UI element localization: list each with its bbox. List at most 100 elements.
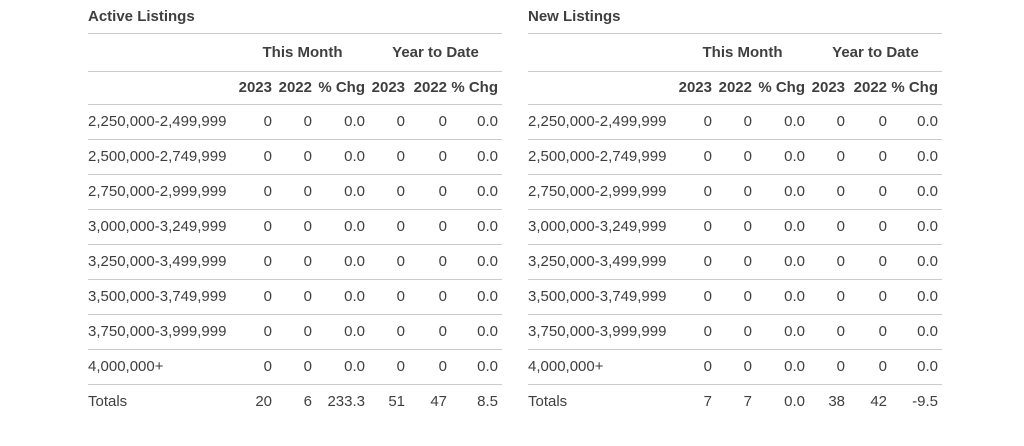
cell-value: 0 — [849, 139, 892, 175]
cell-value: 0 — [809, 244, 850, 280]
table-row: 3,250,000-3,499,999 0 0 0.0 0 0 0.0 — [88, 244, 503, 280]
cell-value: 0 — [276, 104, 316, 140]
cell-value: 0.0 — [316, 104, 370, 140]
cell-value: 0 — [809, 104, 850, 140]
cell-value: 0 — [409, 174, 452, 210]
totals-value: 38 — [828, 393, 846, 411]
cell-value: 0.0 — [451, 244, 503, 280]
cell-value: 0 — [236, 209, 276, 245]
column-header-row: 2023 2022% Chg 2023 2022% Chg — [88, 71, 503, 105]
group-header-this-month: This Month — [236, 34, 370, 72]
column-header-2023: 2023 — [236, 71, 276, 105]
cell-value: 0 — [276, 139, 316, 175]
totals-value: 20 — [255, 393, 272, 411]
table-row: 2,750,000-2,999,999 0 0 0.0 0 0 0.0 — [528, 174, 943, 210]
cell-value: 0 — [409, 279, 452, 315]
cell-value: 0.0 — [756, 314, 810, 350]
cell-value: 0 — [409, 139, 452, 175]
price-range-label: 2,500,000-2,749,999 — [88, 139, 236, 175]
column-header-2022: 2022 — [716, 71, 756, 105]
cell-value: 0 — [676, 279, 716, 315]
cell-value: 0.0 — [316, 279, 370, 315]
cell-value: 0.0 — [891, 349, 943, 385]
cell-value: 0.0 — [756, 244, 810, 280]
table-row: 4,000,000+ 0 0 0.0 0 0 0.0 — [528, 349, 943, 385]
price-range-label: 3,250,000-3,499,999 — [528, 244, 676, 280]
totals-row: Totals 7 7 0.0 38 42 -9.5 — [528, 384, 942, 419]
cell-value: 0.0 — [891, 209, 943, 245]
totals-label: Totals — [528, 393, 568, 411]
table-row: 2,500,000-2,749,999 0 0 0.0 0 0 0.0 — [528, 139, 943, 175]
cell-value: 0.0 — [756, 139, 810, 175]
cell-value: 0.0 — [316, 209, 370, 245]
cell-value: 0.0 — [891, 139, 943, 175]
cell-value: 0 — [676, 314, 716, 350]
price-range-label: 3,750,000-3,999,999 — [88, 314, 236, 350]
cell-value: 0.0 — [756, 174, 810, 210]
cell-value: 0 — [676, 104, 716, 140]
table-row: 2,250,000-2,499,999 0 0 0.0 0 0 0.0 — [88, 104, 503, 140]
cell-value: 0 — [369, 139, 410, 175]
cell-value: 0 — [369, 314, 410, 350]
cell-value: 0 — [716, 314, 756, 350]
price-range-label: 2,250,000-2,499,999 — [528, 104, 676, 140]
price-range-label: 3,000,000-3,249,999 — [528, 209, 676, 245]
table-row: 4,000,000+ 0 0 0.0 0 0 0.0 — [88, 349, 503, 385]
cell-value: 0 — [409, 209, 452, 245]
price-range-label: 2,500,000-2,749,999 — [528, 139, 676, 175]
cell-value: 0 — [369, 279, 410, 315]
price-range-label: 2,750,000-2,999,999 — [528, 174, 676, 210]
totals-value: 42 — [870, 393, 888, 411]
cell-value: 0 — [276, 209, 316, 245]
table-row: 3,000,000-3,249,999 0 0 0.0 0 0 0.0 — [88, 209, 503, 245]
totals-value: 47 — [430, 393, 448, 411]
cell-value: 0 — [369, 244, 410, 280]
cell-value: 0.0 — [451, 349, 503, 385]
cell-value: 0 — [849, 104, 892, 140]
cell-value: 0 — [369, 104, 410, 140]
cell-value: 0 — [809, 279, 850, 315]
table-row: 3,750,000-3,999,999 0 0 0.0 0 0 0.0 — [88, 314, 503, 350]
cell-value: 0 — [809, 314, 850, 350]
totals-value: 233.3 — [327, 393, 366, 411]
table-row: 3,750,000-3,999,999 0 0 0.0 0 0 0.0 — [528, 314, 943, 350]
price-range-label: 4,000,000+ — [528, 349, 676, 385]
cell-value: 0 — [409, 314, 452, 350]
cell-value: 0 — [849, 349, 892, 385]
totals-value: 7 — [743, 393, 752, 411]
cell-value: 0 — [676, 244, 716, 280]
cell-value: 0.0 — [451, 279, 503, 315]
cell-value: 0 — [409, 104, 452, 140]
cell-value: 0.0 — [891, 174, 943, 210]
column-header-chg: % Chg — [756, 71, 810, 105]
group-header-row: This Month Year to Date — [88, 34, 503, 72]
cell-value: 0 — [849, 209, 892, 245]
cell-value: 0 — [809, 349, 850, 385]
cell-value: 0 — [849, 279, 892, 315]
cell-value: 0 — [849, 244, 892, 280]
price-range-label: 3,750,000-3,999,999 — [528, 314, 676, 350]
cell-value: 0 — [716, 244, 756, 280]
group-header-this-month: This Month — [676, 34, 810, 72]
table-row: 3,250,000-3,499,999 0 0 0.0 0 0 0.0 — [528, 244, 943, 280]
cell-value: 0 — [236, 279, 276, 315]
cell-value: 0.0 — [316, 244, 370, 280]
column-header-2023: 2023 — [369, 71, 410, 105]
table-row: 2,750,000-2,999,999 0 0 0.0 0 0 0.0 — [88, 174, 503, 210]
cell-value: 0 — [676, 174, 716, 210]
group-header-spacer — [528, 34, 676, 72]
group-header-year-to-date: Year to Date — [369, 34, 503, 72]
cell-value: 0 — [809, 209, 850, 245]
cell-value: 0 — [716, 209, 756, 245]
table-row: 3,000,000-3,249,999 0 0 0.0 0 0 0.0 — [528, 209, 943, 245]
cell-value: 0 — [276, 349, 316, 385]
column-header-2023: 2023 — [809, 71, 850, 105]
cell-value: 0 — [276, 174, 316, 210]
cell-value: 0.0 — [451, 104, 503, 140]
price-range-label: 3,250,000-3,499,999 — [88, 244, 236, 280]
cell-value: 0 — [676, 209, 716, 245]
cell-value: 0.0 — [891, 314, 943, 350]
totals-label: Totals — [88, 393, 128, 411]
price-range-label: 3,500,000-3,749,999 — [528, 279, 676, 315]
cell-value: 0 — [369, 174, 410, 210]
